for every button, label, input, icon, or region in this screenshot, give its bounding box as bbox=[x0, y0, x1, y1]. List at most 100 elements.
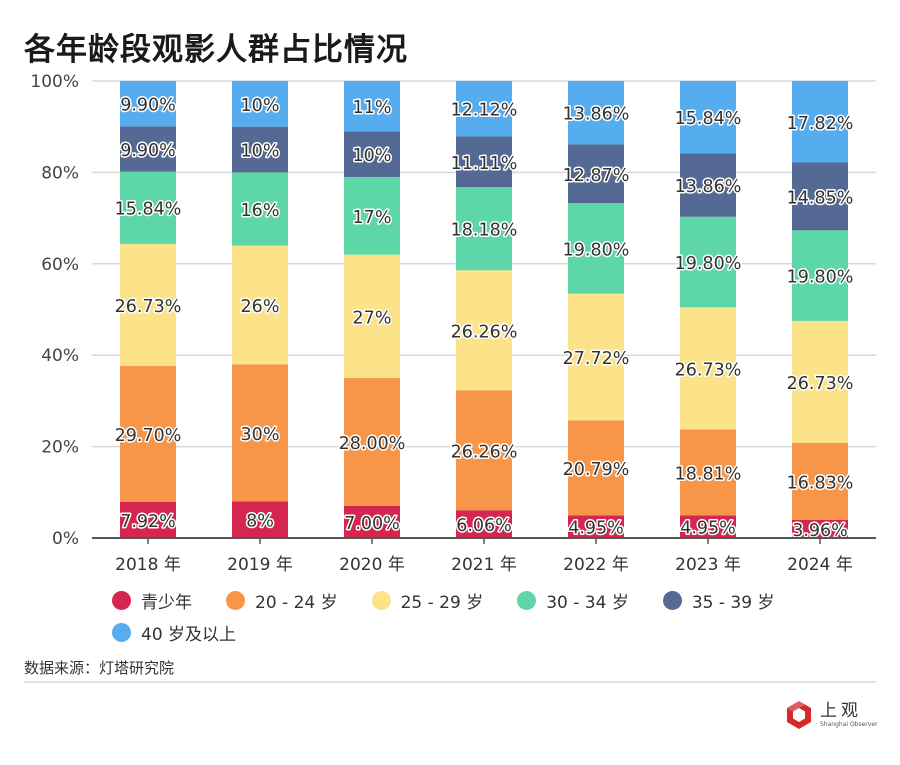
bar-segment bbox=[232, 126, 288, 173]
bar-segment bbox=[568, 203, 624, 294]
bar-segment bbox=[792, 162, 848, 231]
data-label: 9.90% bbox=[120, 96, 176, 116]
bar-segment bbox=[344, 506, 400, 538]
legend-label: 青少年 bbox=[141, 592, 192, 613]
x-tick-label: 2020 年 bbox=[339, 555, 405, 575]
y-tick-label: 80% bbox=[41, 163, 79, 183]
legend-swatch-icon bbox=[662, 590, 682, 610]
legend-item: 青少年 bbox=[112, 586, 192, 614]
logo-english-name: Shanghai Observer bbox=[820, 721, 878, 728]
data-labels: 7.92% 29.70% 26.73% 15.84% 9.90% 9.90% 8% 30% 26… bbox=[113, 94, 855, 542]
bar-segment bbox=[120, 81, 176, 127]
x-tick-label: 2019 年 bbox=[227, 555, 293, 575]
legend-item: 25 - 29 岁 bbox=[371, 586, 484, 614]
data-source: 数据来源：灯塔研究院 bbox=[24, 659, 175, 677]
legend-label: 35 - 39 岁 bbox=[691, 592, 775, 613]
bar-segment bbox=[344, 131, 400, 177]
y-tick-label: 0% bbox=[52, 529, 79, 549]
bar-segment bbox=[568, 144, 624, 204]
data-label: 26.73% bbox=[787, 374, 854, 394]
legend-item: 35 - 39 岁 bbox=[662, 586, 775, 614]
bar-segment bbox=[344, 81, 400, 132]
legend-label: 40 岁及以上 bbox=[141, 624, 237, 645]
data-label: 15.84% bbox=[115, 200, 182, 220]
legend-swatch-icon bbox=[112, 590, 131, 610]
bar-segment bbox=[568, 515, 624, 538]
bar-segment bbox=[456, 390, 512, 511]
data-label: 10% bbox=[353, 146, 392, 166]
legend-swatch-icon bbox=[371, 590, 391, 610]
data-label: 19.80% bbox=[563, 240, 630, 260]
data-label: 26.73% bbox=[115, 297, 182, 317]
y-tick-label: 40% bbox=[41, 346, 79, 366]
bars bbox=[120, 81, 848, 538]
data-label: 16% bbox=[241, 201, 280, 221]
data-label: 4.95% bbox=[568, 519, 624, 539]
bar-segment bbox=[232, 501, 288, 538]
data-label: 26% bbox=[241, 297, 280, 317]
bar-segment bbox=[456, 187, 512, 271]
data-label: 12.12% bbox=[451, 101, 518, 121]
y-tick-label: 20% bbox=[41, 438, 79, 458]
x-axis: 2018 年 2019 年 2020 年 2021 年 2022 年 2023 年 2024… bbox=[92, 537, 876, 575]
bar-segment bbox=[792, 320, 848, 443]
bar-segment bbox=[344, 254, 400, 379]
bar-segment bbox=[232, 81, 288, 127]
data-label: 11% bbox=[353, 98, 392, 118]
data-label: 26.73% bbox=[675, 360, 742, 380]
data-label: 4.95% bbox=[680, 519, 736, 539]
bar-segment bbox=[120, 501, 176, 538]
bar-segment bbox=[456, 510, 512, 538]
data-label: 17% bbox=[353, 208, 392, 228]
data-label: 19.80% bbox=[675, 254, 742, 274]
shanghai-observer-logo-icon bbox=[787, 701, 811, 729]
bar-segment bbox=[568, 81, 624, 145]
bar-segment bbox=[792, 230, 848, 321]
legend: 青少年 20 - 24 岁 25 - 29 岁 30 - 34 岁 35 - 39 岁 4… bbox=[112, 586, 832, 646]
bar-segment bbox=[120, 243, 176, 367]
legend-swatch-icon bbox=[226, 590, 245, 610]
data-label: 30% bbox=[241, 425, 280, 445]
bar-segment bbox=[344, 378, 400, 507]
data-label: 15.84% bbox=[675, 109, 742, 129]
stacked-bar-chart: 0% 20% 40% 60% 80% 100% 7.92% 29.70% 26.73% 15.8… bbox=[30, 72, 876, 575]
data-label: 26.26% bbox=[451, 322, 518, 342]
bar-segment bbox=[792, 81, 848, 163]
x-tick-label: 2023 年 bbox=[675, 555, 741, 575]
data-label: 12.87% bbox=[563, 166, 630, 186]
legend-swatch-icon bbox=[517, 590, 537, 610]
bar-segment bbox=[120, 171, 176, 244]
data-label: 10% bbox=[241, 96, 280, 116]
data-label: 19.80% bbox=[787, 268, 854, 288]
legend-swatch-icon bbox=[112, 622, 131, 642]
bar-segment bbox=[568, 293, 624, 421]
bar-segment bbox=[680, 81, 736, 154]
chart-title: 各年龄段观影人群占比情况 bbox=[24, 32, 408, 68]
data-label: 18.18% bbox=[451, 221, 518, 241]
legend-label: 25 - 29 岁 bbox=[400, 592, 484, 613]
y-tick-label: 100% bbox=[30, 72, 79, 92]
logo-chinese-name: 上观 bbox=[820, 701, 862, 721]
bar-segment bbox=[680, 153, 736, 217]
y-tick-label: 60% bbox=[41, 255, 79, 275]
bar-segment bbox=[680, 515, 736, 538]
data-label: 13.86% bbox=[675, 177, 742, 197]
data-label: 9.90% bbox=[120, 141, 176, 161]
data-label: 29.70% bbox=[115, 426, 182, 446]
data-label: 20.79% bbox=[563, 460, 630, 480]
bar-segment bbox=[456, 81, 512, 137]
bar-segment bbox=[792, 519, 848, 538]
bar-segment bbox=[680, 429, 736, 516]
data-label: 26.26% bbox=[451, 442, 518, 462]
bar-segment bbox=[568, 420, 624, 516]
data-label: 18.81% bbox=[675, 464, 742, 484]
bar-segment bbox=[232, 364, 288, 502]
bar-segment bbox=[680, 216, 736, 308]
data-label: 13.86% bbox=[563, 105, 630, 125]
legend-item: 20 - 24 岁 bbox=[226, 586, 338, 614]
data-label: 10% bbox=[241, 142, 280, 162]
divider bbox=[24, 681, 876, 683]
bar-segment bbox=[120, 126, 176, 172]
legend-label: 30 - 34 岁 bbox=[546, 592, 629, 613]
data-label: 17.82% bbox=[787, 114, 854, 134]
